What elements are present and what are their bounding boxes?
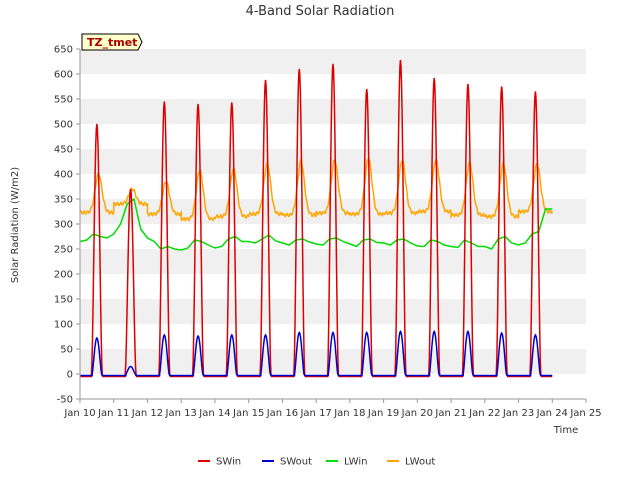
series-line-SWout xyxy=(80,329,553,377)
x-tick-label: Jan 23 xyxy=(502,408,534,419)
y-tick-label: 200 xyxy=(54,270,73,281)
x-axis-title: Time xyxy=(553,425,578,436)
grid-band xyxy=(80,299,586,324)
x-tick-label: Jan 11 xyxy=(97,408,129,419)
x-tick-label: Jan 15 xyxy=(232,408,264,419)
x-tick-label: Jan 19 xyxy=(367,408,399,419)
chart-title: 4-Band Solar Radiation xyxy=(246,4,395,19)
series-layer xyxy=(79,59,553,378)
series-line-LWout xyxy=(79,156,553,223)
site-tag: TZ_tmet xyxy=(81,33,143,51)
legend-label-SWout: SWout xyxy=(280,457,312,468)
x-tick-label: Jan 17 xyxy=(299,408,331,419)
grid-band xyxy=(80,249,586,274)
y-axis-title: Solar Radiation (W/m2) xyxy=(10,167,21,283)
y-tick-label: 50 xyxy=(60,345,73,356)
site-tag-label: TZ_tmet xyxy=(87,36,137,49)
x-tick-label: Jan 20 xyxy=(401,408,433,419)
x-tick-label: Jan 22 xyxy=(468,408,500,419)
legend-label-LWin: LWin xyxy=(344,457,367,468)
x-tick-label: Jan 10 xyxy=(63,408,95,419)
x-tick-label: Jan 25 xyxy=(569,408,601,419)
grid-band xyxy=(80,99,586,124)
y-tick-label: 150 xyxy=(54,295,73,306)
y-tick-label: 350 xyxy=(54,195,73,206)
series-line-SWin xyxy=(80,59,553,378)
series-line-LWin xyxy=(79,197,553,251)
y-tick-label: 0 xyxy=(67,370,73,381)
x-tick-label: Jan 24 xyxy=(536,408,568,419)
x-tick-label: Jan 18 xyxy=(333,408,365,419)
x-tick-label: Jan 12 xyxy=(131,408,163,419)
grid-band xyxy=(80,349,586,374)
site-tag-box xyxy=(81,33,143,51)
y-tick-label: 550 xyxy=(54,95,73,106)
x-tick-label: Jan 14 xyxy=(198,408,230,419)
x-tick-label: Jan 13 xyxy=(165,408,197,419)
legend: SWin SWout LWin LWout xyxy=(198,457,435,468)
y-tick-label: 400 xyxy=(54,170,73,181)
y-tick-label: 100 xyxy=(54,320,73,331)
y-tick-label: -50 xyxy=(57,395,73,406)
plot-background-bands xyxy=(80,49,586,399)
axis-layer: -50 0 50 100 150 200 250 300 350 400 450 500 550 600 6… xyxy=(54,45,602,420)
legend-label-LWout: LWout xyxy=(405,457,435,468)
legend-label-SWin: SWin xyxy=(216,457,241,468)
y-tick-label: 450 xyxy=(54,145,73,156)
y-tick-label: 650 xyxy=(54,45,73,56)
x-tick-label: Jan 21 xyxy=(434,408,466,419)
x-tick-label: Jan 16 xyxy=(266,408,298,419)
y-tick-label: 300 xyxy=(54,220,73,231)
grid-band xyxy=(80,199,586,224)
y-tick-label: 250 xyxy=(54,245,73,256)
y-tick-label: 600 xyxy=(54,70,73,81)
y-tick-label: 500 xyxy=(54,120,73,131)
